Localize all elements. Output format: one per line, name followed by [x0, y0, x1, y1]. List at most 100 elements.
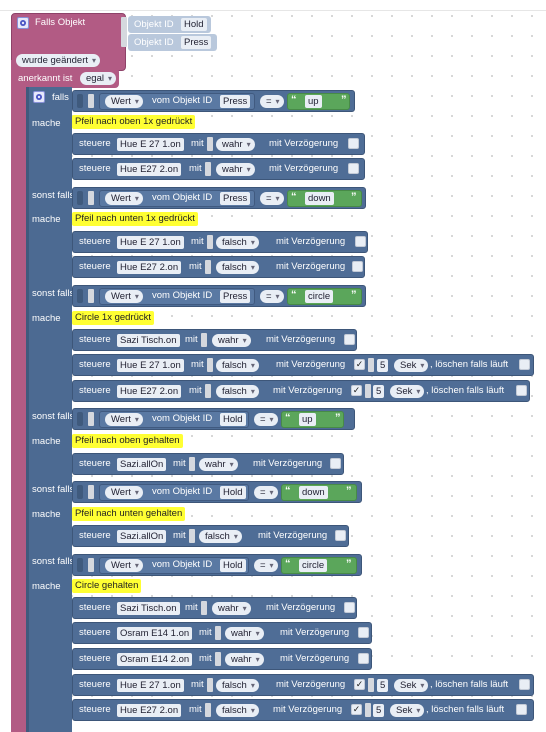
statement-row[interactable]: steuere Hue E 27 1.on mit falsch mit Ver…: [72, 674, 534, 696]
clear-running-checkbox[interactable]: [516, 704, 527, 715]
objekt-id-field-2[interactable]: Press: [181, 36, 212, 49]
operator-dropdown[interactable]: =: [260, 290, 284, 303]
statement-row[interactable]: steuere Osram E14 1.on mit wahr mit Verz…: [72, 622, 372, 644]
condition-6[interactable]: Wert vom Objekt ID Hold = “ circle ”: [72, 554, 362, 576]
operator-dropdown[interactable]: =: [260, 95, 284, 108]
delay-checkbox[interactable]: [358, 627, 369, 638]
device-field[interactable]: Hue E 27 1.on: [117, 138, 184, 151]
wert-dropdown[interactable]: Wert: [105, 486, 143, 499]
delay-checkbox[interactable]: [344, 602, 355, 613]
value-dropdown[interactable]: wahr: [212, 602, 251, 615]
delay-checkbox[interactable]: [348, 138, 359, 149]
statement-row[interactable]: steuere Sazi Tisch.on mit wahr mit Verzö…: [72, 597, 357, 619]
device-field[interactable]: Sazi.allOn: [117, 530, 167, 543]
value-dropdown[interactable]: falsch: [216, 359, 259, 372]
condition-object-field[interactable]: Hold: [220, 486, 246, 499]
statement-row[interactable]: steuere Hue E 27 1.on mit wahr mit Verzö…: [72, 133, 365, 155]
value-dropdown[interactable]: falsch: [216, 704, 259, 717]
operator-dropdown[interactable]: =: [260, 192, 284, 205]
clear-running-checkbox[interactable]: [519, 679, 530, 690]
device-field[interactable]: Hue E 27 1.on: [117, 359, 184, 372]
operator-dropdown[interactable]: =: [254, 559, 278, 572]
device-field[interactable]: Hue E27 2.on: [117, 385, 182, 398]
operator-dropdown[interactable]: =: [254, 413, 278, 426]
condition-2[interactable]: Wert vom Objekt ID Press = “ down ”: [72, 187, 366, 209]
statement-row[interactable]: steuere Hue E 27 1.on mit falsch mit Ver…: [72, 354, 534, 376]
wert-dropdown[interactable]: Wert: [105, 413, 143, 426]
condition-value-field[interactable]: up: [305, 95, 322, 108]
statement-row[interactable]: steuere Sazi Tisch.on mit wahr mit Verzö…: [72, 329, 357, 351]
operator-dropdown[interactable]: =: [254, 486, 278, 499]
device-field[interactable]: Hue E 27 1.on: [117, 679, 184, 692]
comment-6[interactable]: Circle gehalten: [72, 579, 142, 593]
delay-value-field[interactable]: 5: [373, 704, 385, 717]
unit-dropdown[interactable]: Sek: [394, 679, 429, 692]
statement-row[interactable]: steuere Osram E14 2.on mit wahr mit Verz…: [72, 648, 372, 670]
value-dropdown[interactable]: wahr: [225, 627, 264, 640]
comment-4[interactable]: Pfeil nach oben gehalten: [72, 434, 183, 448]
changed-dropdown[interactable]: wurde geändert: [16, 54, 101, 67]
condition-value-field[interactable]: down: [305, 192, 334, 205]
value-dropdown[interactable]: falsch: [199, 530, 242, 543]
wert-dropdown[interactable]: Wert: [105, 192, 143, 205]
condition-3[interactable]: Wert vom Objekt ID Press = “ circle ”: [72, 285, 366, 307]
value-dropdown[interactable]: falsch: [216, 385, 259, 398]
clear-running-checkbox[interactable]: [519, 359, 530, 370]
condition-object-field[interactable]: Press: [220, 192, 251, 205]
value-dropdown[interactable]: falsch: [216, 261, 259, 274]
comment-5[interactable]: Pfeil nach unten gehalten: [72, 507, 186, 521]
if-block[interactable]: [26, 87, 72, 732]
device-field[interactable]: Osram E14 1.on: [117, 627, 193, 640]
device-field[interactable]: Hue E27 2.on: [117, 163, 182, 176]
value-dropdown[interactable]: wahr: [216, 163, 255, 176]
trigger-settings-gear-icon[interactable]: [17, 17, 29, 29]
device-field[interactable]: Hue E27 2.on: [117, 261, 182, 274]
clear-running-checkbox[interactable]: [516, 385, 527, 396]
statement-row[interactable]: steuere Sazi.allOn mit falsch mit Verzög…: [72, 525, 349, 547]
delay-checkbox[interactable]: [358, 653, 369, 664]
delay-checkbox[interactable]: ✓: [351, 385, 362, 396]
unit-dropdown[interactable]: Sek: [390, 385, 425, 398]
condition-value-field[interactable]: down: [299, 486, 328, 499]
delay-value-field[interactable]: 5: [377, 359, 389, 372]
wert-dropdown[interactable]: Wert: [105, 559, 143, 572]
unit-dropdown[interactable]: Sek: [394, 359, 429, 372]
value-dropdown[interactable]: wahr: [225, 653, 264, 666]
condition-object-field[interactable]: Press: [220, 95, 251, 108]
ack-dropdown[interactable]: egal: [80, 72, 116, 85]
objekt-id-field-1[interactable]: Hold: [181, 18, 207, 31]
condition-1[interactable]: Wert vom Objekt ID Press = “ up ”: [72, 90, 355, 112]
condition-value-field[interactable]: circle: [299, 559, 328, 572]
condition-object-field[interactable]: Press: [220, 290, 251, 303]
wert-dropdown[interactable]: Wert: [105, 95, 143, 108]
device-field[interactable]: Sazi Tisch.on: [117, 602, 180, 615]
value-dropdown[interactable]: wahr: [216, 138, 255, 151]
statement-row[interactable]: steuere Hue E 27 1.on mit falsch mit Ver…: [72, 231, 368, 253]
comment-3[interactable]: Circle 1x gedrückt: [72, 311, 155, 325]
condition-4[interactable]: Wert vom Objekt ID Hold = “ up ”: [72, 408, 355, 430]
device-field[interactable]: Sazi.allOn: [117, 458, 167, 471]
condition-5[interactable]: Wert vom Objekt ID Hold = “ down ”: [72, 481, 362, 503]
delay-checkbox[interactable]: ✓: [351, 704, 362, 715]
delay-checkbox[interactable]: ✓: [354, 359, 365, 370]
value-dropdown[interactable]: wahr: [199, 458, 238, 471]
value-dropdown[interactable]: wahr: [212, 334, 251, 347]
delay-value-field[interactable]: 5: [373, 385, 385, 398]
delay-checkbox[interactable]: [330, 458, 341, 469]
statement-row[interactable]: steuere Hue E27 2.on mit falsch mit Verz…: [72, 699, 534, 721]
condition-object-field[interactable]: Hold: [220, 559, 246, 572]
device-field[interactable]: Sazi Tisch.on: [117, 334, 180, 347]
delay-checkbox[interactable]: [344, 334, 355, 345]
statement-row[interactable]: steuere Hue E27 2.on mit falsch mit Verz…: [72, 256, 365, 278]
value-dropdown[interactable]: falsch: [216, 236, 259, 249]
device-field[interactable]: Hue E27 2.on: [117, 704, 182, 717]
statement-row[interactable]: steuere Hue E27 2.on mit falsch mit Verz…: [72, 380, 530, 402]
condition-object-field[interactable]: Hold: [220, 413, 246, 426]
delay-value-field[interactable]: 5: [377, 679, 389, 692]
unit-dropdown[interactable]: Sek: [390, 704, 425, 717]
device-field[interactable]: Osram E14 2.on: [117, 653, 193, 666]
comment-1[interactable]: Pfeil nach oben 1x gedrückt: [72, 115, 196, 129]
delay-checkbox[interactable]: [352, 261, 363, 272]
statement-row[interactable]: steuere Sazi.allOn mit wahr mit Verzöger…: [72, 453, 344, 475]
delay-checkbox[interactable]: [348, 163, 359, 174]
